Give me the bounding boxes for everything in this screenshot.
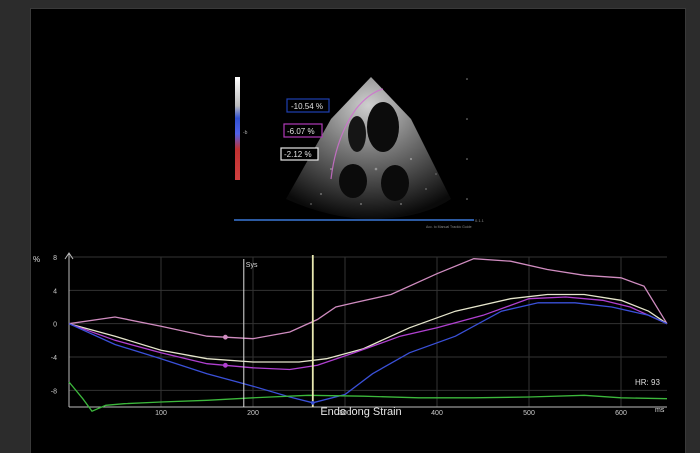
x-tick-label: 300 [339,410,351,417]
series-point-marker-1 [223,334,228,340]
side-marker: 0.1.1 [475,218,485,223]
y-tick-label: -4 [51,355,57,362]
y-axis-label: % [33,255,40,264]
sys-marker-label: Sys [246,262,258,269]
strain-series-line-4 [68,302,668,404]
strain-series-line-2 [68,293,668,363]
chart-grid [69,256,667,407]
y-tick-label: 8 [53,255,57,262]
color-scale-bar [235,77,240,180]
chart-axes: 100 200 300 400 500 600 8 4 0 -4 -8 [51,252,667,417]
strain-series-line-1 [68,258,668,340]
x-tick-label: 200 [247,410,259,417]
cursor-point-marker [311,401,315,405]
heart-rate-label: HR: 93 [635,378,660,387]
svg-text:-10.54 %: -10.54 % [291,102,323,111]
y-tick-label: 0 [53,322,57,329]
depth-scale [466,78,468,200]
strain-series-line-3 [68,296,668,371]
strain-series-line-5 [68,381,668,413]
chart-labels: % ms Endo long Strain HR: 93 Sys [33,255,665,418]
x-tick-label: 100 [155,410,167,417]
strain-chart: 100 200 300 400 500 600 8 4 0 -4 -8 % ms Endo long… [33,252,668,418]
svg-text:-6.07 %: -6.07 % [287,127,315,136]
y-tick-label: -8 [51,388,57,395]
echo-footer: Acc. to Manual Trackic Guide [426,225,472,229]
segment-readout-3: -2.12 % [280,147,319,161]
color-scale-label: -b [243,130,248,136]
segment-readout-2: -6.07 % [283,123,323,138]
svg-text:-2.12 %: -2.12 % [284,150,312,159]
x-tick-label: 400 [431,410,443,417]
y-axis-arrow [64,252,74,260]
x-axis-unit-label: ms [655,407,665,414]
echo-image-panel: -b -10.54 % -6.07 % [234,77,485,229]
segment-readout-1: -10.54 % [286,98,330,113]
x-tick-label: 600 [615,410,627,417]
chart-markers [243,255,315,407]
x-tick-label: 500 [523,410,535,417]
series-point-marker-3 [223,362,228,368]
chart-series-layer [68,258,668,413]
chart-title: Endo long Strain [320,406,401,418]
echo-sector [286,77,451,219]
y-tick-label: 4 [53,288,57,295]
viewer-frame: -b -10.54 % -6.07 % [30,8,686,453]
